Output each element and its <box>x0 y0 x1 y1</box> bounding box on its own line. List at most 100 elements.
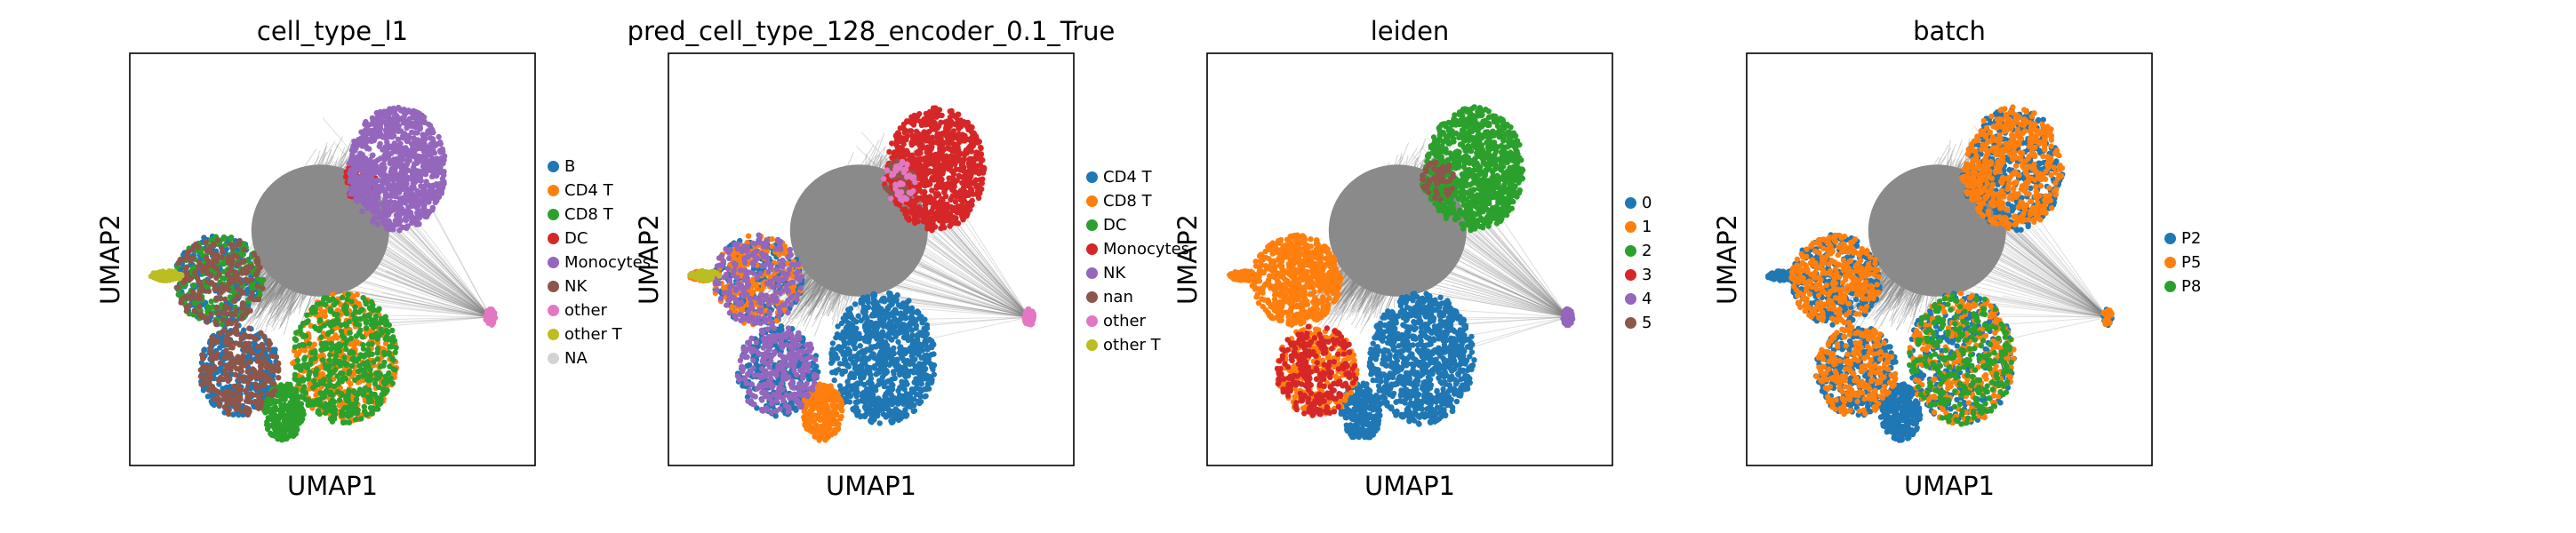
legend-marker <box>1625 317 1636 329</box>
legend-marker <box>2164 233 2176 244</box>
legend-marker <box>1086 315 1098 327</box>
legend-marker <box>548 209 559 220</box>
x-axis-label: UMAP1 <box>825 471 917 501</box>
legend-label: CD4 T <box>564 181 613 200</box>
points-other-t <box>148 268 185 283</box>
legend-label: NK <box>564 277 588 296</box>
legend-label: 5 <box>1642 314 1652 332</box>
plot-area <box>1765 104 2115 443</box>
points-3 <box>1274 323 1359 418</box>
x-axis-label: UMAP1 <box>1364 471 1456 501</box>
legend-item: CD4 T <box>1086 165 1189 189</box>
legend-item: nan <box>1086 285 1189 309</box>
legend-label: P2 <box>2181 229 2202 248</box>
legend-marker <box>1086 291 1098 303</box>
legend-label: 2 <box>1642 242 1652 260</box>
axes-frame <box>1206 52 1613 466</box>
legend-item: 2 <box>1625 239 1652 263</box>
legend-marker <box>1086 219 1098 231</box>
y-axis-label: UMAP2 <box>1712 213 1742 306</box>
legend-label: CD4 T <box>1103 168 1152 187</box>
legend-marker <box>548 353 559 364</box>
panel-title: cell_type_l1 <box>256 16 409 46</box>
legend-marker <box>2164 257 2176 268</box>
plot-area <box>1227 104 1576 441</box>
legend-marker <box>548 281 559 292</box>
legend-marker <box>1625 197 1636 209</box>
legend-label: other T <box>1103 336 1161 354</box>
legend-label: DC <box>564 229 588 248</box>
legend-item: 5 <box>1625 311 1652 335</box>
legend-item: other T <box>548 322 651 346</box>
legend-item: P8 <box>2164 274 2201 298</box>
legend-label: nan <box>1103 288 1133 306</box>
legend-label: other T <box>564 325 622 344</box>
umap-panel-1 <box>129 52 536 466</box>
points-nk <box>173 236 282 418</box>
legend-marker <box>548 233 559 244</box>
umap-panel-4 <box>1746 52 2153 466</box>
legend: P2 P5 P8 <box>2164 227 2201 298</box>
legend-label: NA <box>564 349 588 368</box>
legend-marker <box>548 185 559 196</box>
legend-marker <box>1086 171 1098 183</box>
legend-label: CD8 T <box>1103 192 1152 211</box>
legend-marker <box>548 161 559 172</box>
panel-title: leiden <box>1370 16 1450 46</box>
plot-area <box>148 104 499 443</box>
legend-label: other <box>1103 312 1146 330</box>
legend-marker <box>548 305 559 316</box>
y-axis-label: UMAP2 <box>95 213 125 306</box>
legend-label: other <box>564 301 607 320</box>
legend: 0 1 2 3 4 5 <box>1625 191 1652 335</box>
legend-item: 4 <box>1625 287 1652 311</box>
points-nk <box>712 232 820 416</box>
legend-item: DC <box>548 227 651 251</box>
legend-item: B <box>548 155 651 179</box>
legend-item: P2 <box>2164 227 2201 251</box>
legend-marker <box>1086 243 1098 255</box>
points-monocytes <box>881 105 988 234</box>
legend-label: P8 <box>2181 277 2202 296</box>
legend-label: CD8 T <box>564 205 613 224</box>
legend-item: P5 <box>2164 251 2201 274</box>
points-other <box>881 158 1037 328</box>
points-4 <box>1560 306 1576 329</box>
legend-marker <box>1625 221 1636 233</box>
legend-item: other <box>1086 309 1189 333</box>
legend-item: NA <box>548 346 651 370</box>
legend-label: DC <box>1103 216 1127 235</box>
legend-item: CD8 T <box>548 203 651 227</box>
legend-label: NK <box>1103 264 1126 282</box>
legend-item: 1 <box>1625 215 1652 239</box>
legend-item: 0 <box>1625 191 1652 215</box>
legend-marker <box>1086 195 1098 207</box>
legend-label: B <box>564 157 576 176</box>
legend-marker <box>2164 281 2176 292</box>
umap-panel-2 <box>668 52 1075 466</box>
axes-frame <box>129 52 536 466</box>
legend-marker <box>1625 269 1636 281</box>
legend-item: other T <box>1086 333 1189 357</box>
legend-marker <box>1625 293 1636 305</box>
legend-marker <box>1625 245 1636 257</box>
legend-label: 4 <box>1642 290 1652 308</box>
points-cd8-t <box>174 234 399 443</box>
axes-frame <box>668 52 1075 466</box>
points-5 <box>1420 159 1457 203</box>
legend-marker <box>548 329 559 340</box>
x-axis-label: UMAP1 <box>286 471 379 501</box>
points-monocytes <box>346 104 448 234</box>
points-other <box>483 306 499 328</box>
points-other-t <box>687 268 723 284</box>
legend-item: CD8 T <box>1086 189 1189 213</box>
panel-title: pred_cell_type_128_encoder_0.1_True <box>627 16 1116 46</box>
legend-item: 3 <box>1625 263 1652 287</box>
panel-title: batch <box>1913 16 1986 46</box>
legend-label: 3 <box>1642 266 1652 284</box>
legend-label: Monocytes <box>564 253 652 272</box>
legend-item: NK <box>1086 261 1189 285</box>
legend-item: DC <box>1086 213 1189 237</box>
legend-marker <box>548 257 559 268</box>
